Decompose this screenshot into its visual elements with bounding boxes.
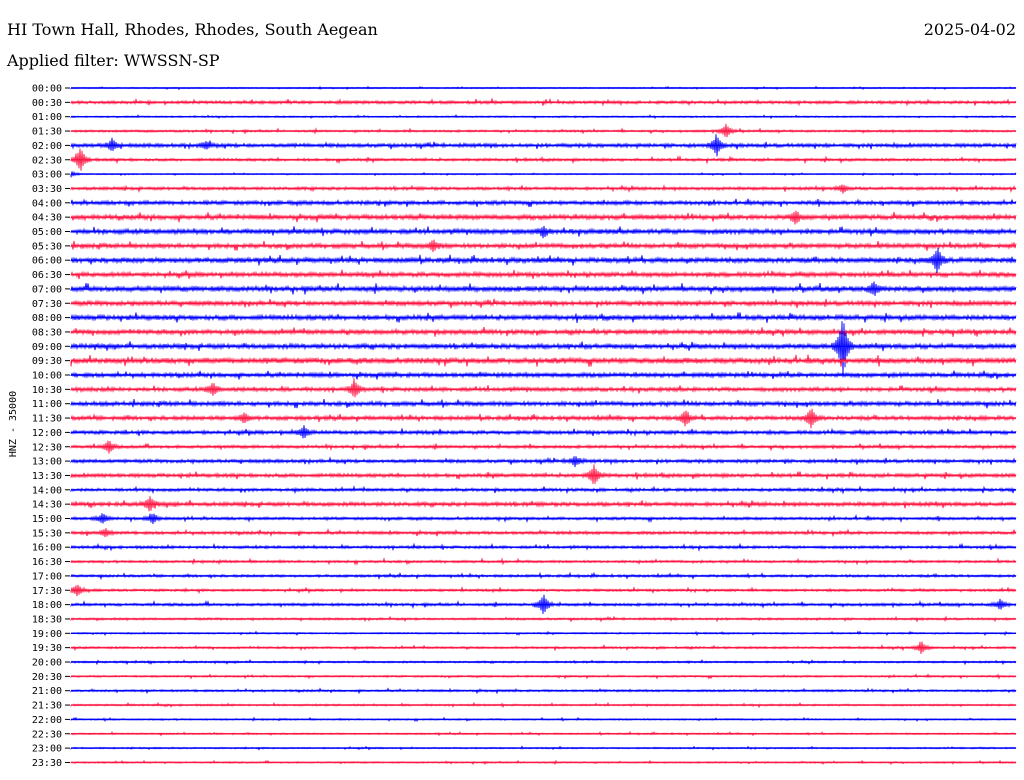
tick-label: 20:00: [32, 658, 62, 669]
tick-label: 12:00: [32, 428, 62, 439]
tick-label: 22:00: [32, 715, 62, 726]
tick-label: 13:00: [32, 457, 62, 468]
tick-label: 00:30: [32, 98, 62, 109]
date-label: 2025-04-02: [923, 20, 1016, 39]
tick-label: 17:00: [32, 571, 62, 582]
tick-label: 18:00: [32, 600, 62, 611]
tick-label: 13:30: [32, 471, 62, 482]
tick-label: 15:00: [32, 514, 62, 525]
tick-label: 00:00: [32, 84, 62, 95]
tick-label: 01:30: [32, 127, 62, 138]
trace-line: [70, 378, 1017, 398]
tick-label: 23:30: [32, 758, 62, 769]
tick-label: 03:30: [32, 184, 62, 195]
tick-label: 16:00: [32, 543, 62, 554]
tick-label: 20:30: [32, 672, 62, 683]
tick-label: 02:30: [32, 155, 62, 166]
tick-label: 14:30: [32, 500, 62, 511]
tick-label: 19:30: [32, 643, 62, 654]
tick-label: 07:00: [32, 284, 62, 295]
y-axis-label: HNZ - 35000: [8, 391, 19, 457]
tick-label: 08:00: [32, 313, 62, 324]
tick-label: 22:30: [32, 729, 62, 740]
tick-label: 14:00: [32, 485, 62, 496]
tick-label: 11:00: [32, 399, 62, 410]
tick-label: 17:30: [32, 586, 62, 597]
tick-label: 06:30: [32, 270, 62, 281]
tick-label: 15:30: [32, 528, 62, 539]
tick-label: 08:30: [32, 327, 62, 338]
traces: [70, 85, 1017, 766]
tick-label: 09:00: [32, 342, 62, 353]
tick-label: 02:00: [32, 141, 62, 152]
tick-label: 05:30: [32, 241, 62, 252]
tick-label: 06:00: [32, 256, 62, 267]
tick-labels: 00:00 00:30 01:00 01:30 02:00 02:30 03:00 03:30…: [32, 84, 70, 769]
tick-label: 04:30: [32, 213, 62, 224]
tick-label: 21:30: [32, 701, 62, 712]
trace-line: [70, 464, 1017, 484]
tick-label: 11:30: [32, 414, 62, 425]
tick-label: 05:00: [32, 227, 62, 238]
tick-label: 01:00: [32, 112, 62, 123]
station-title: HI Town Hall, Rhodes, Rhodes, South Aege…: [7, 20, 378, 39]
tick-label: 10:30: [32, 385, 62, 396]
tick-label: 04:00: [32, 198, 62, 209]
filter-label: Applied filter: WWSSN-SP: [7, 51, 220, 70]
tick-label: 19:00: [32, 629, 62, 640]
tick-label: 21:00: [32, 686, 62, 697]
tick-label: 10:00: [32, 371, 62, 382]
trace-line: [70, 210, 1017, 225]
tick-label: 18:30: [32, 614, 62, 625]
tick-label: 12:30: [32, 442, 62, 453]
tick-label: 03:00: [32, 170, 62, 181]
tick-label: 09:30: [32, 356, 62, 367]
tick-label: 16:30: [32, 557, 62, 568]
tick-label: 07:30: [32, 299, 62, 310]
trace-line: [70, 321, 1017, 376]
tick-label: 23:00: [32, 744, 62, 755]
